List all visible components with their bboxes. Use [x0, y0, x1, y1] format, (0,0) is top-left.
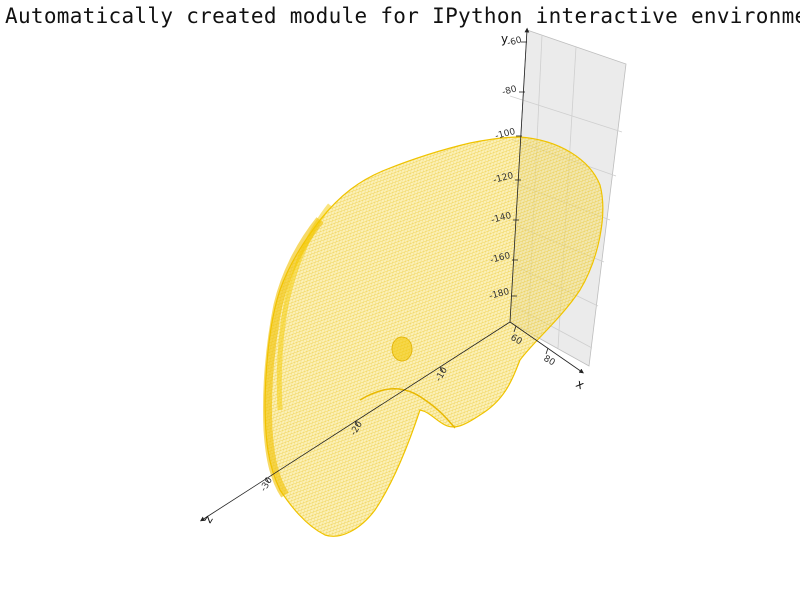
y-axis-label: y	[501, 32, 508, 46]
mesh-surface	[262, 136, 604, 537]
y-axis-line	[509, 27, 530, 323]
z-axis-label: z	[200, 513, 215, 525]
x-axis-label: x	[574, 376, 587, 392]
axes	[199, 27, 584, 522]
y-tick-label: -80	[501, 84, 518, 98]
x-axis-line	[509, 321, 584, 374]
x-tick-label: 80	[542, 354, 557, 369]
chart-title: Automatically created module for IPython…	[5, 4, 800, 28]
y-tick-label: -60	[506, 35, 523, 49]
z-axis-line	[199, 321, 511, 522]
